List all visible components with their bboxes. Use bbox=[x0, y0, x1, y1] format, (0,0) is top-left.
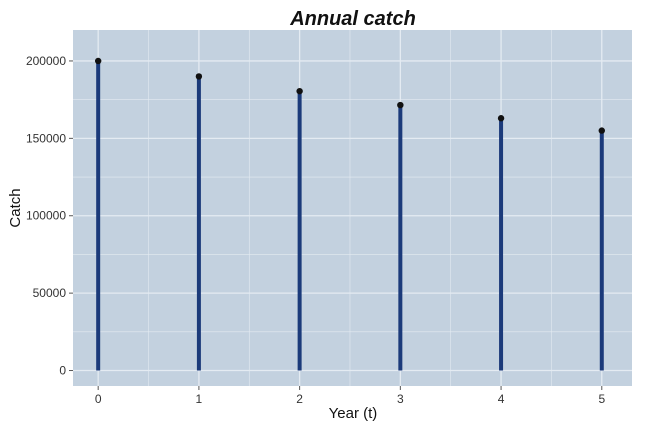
y-axis-label: Catch bbox=[7, 188, 24, 227]
plot-panel bbox=[73, 30, 632, 386]
point-layer bbox=[94, 57, 605, 134]
data-point bbox=[195, 73, 203, 80]
y-tick-label: 100000 bbox=[26, 209, 66, 223]
x-axis-ticks: 0 1 2 3 4 5 bbox=[95, 386, 605, 406]
x-tick-label: 3 bbox=[397, 392, 404, 406]
y-axis-ticks: 0 50000 100000 150000 200000 bbox=[26, 54, 73, 378]
data-point bbox=[598, 127, 605, 134]
x-tick-label: 2 bbox=[296, 392, 303, 406]
x-tick-label: 0 bbox=[95, 392, 102, 406]
bar-layer bbox=[96, 60, 604, 371]
data-point bbox=[296, 87, 303, 95]
y-tick-label: 0 bbox=[59, 364, 66, 378]
data-point bbox=[94, 57, 102, 65]
x-tick-label: 1 bbox=[196, 392, 203, 406]
x-axis-label: Year (t) bbox=[329, 405, 378, 422]
data-point bbox=[497, 115, 505, 122]
y-tick-label: 150000 bbox=[26, 131, 66, 145]
y-tick-label: 200000 bbox=[26, 54, 66, 68]
data-point bbox=[397, 101, 404, 109]
x-tick-label: 5 bbox=[598, 392, 605, 406]
y-tick-label: 50000 bbox=[33, 286, 67, 300]
chart-title: Annual catch bbox=[289, 8, 416, 30]
x-tick-label: 4 bbox=[498, 392, 505, 406]
